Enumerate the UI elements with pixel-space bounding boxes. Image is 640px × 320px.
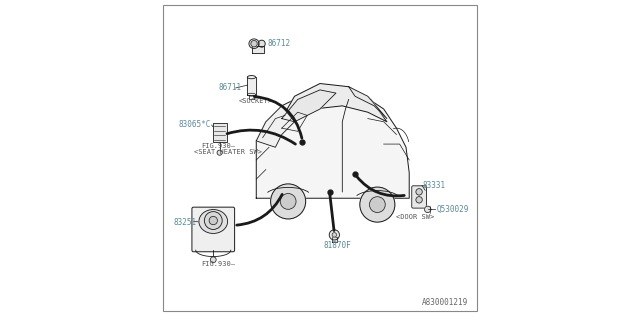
Circle shape <box>280 194 296 209</box>
FancyBboxPatch shape <box>412 186 426 208</box>
Circle shape <box>332 233 337 237</box>
Text: 81870F: 81870F <box>323 241 351 250</box>
Circle shape <box>416 189 422 195</box>
Polygon shape <box>349 87 387 119</box>
Polygon shape <box>282 90 336 122</box>
Text: <SOCKET>: <SOCKET> <box>239 98 273 104</box>
Text: 83065*C: 83065*C <box>179 120 211 130</box>
Circle shape <box>211 257 216 263</box>
Text: FIG.930—: FIG.930— <box>201 260 235 267</box>
Polygon shape <box>282 84 387 122</box>
Text: 83331: 83331 <box>423 181 446 190</box>
Circle shape <box>369 197 385 212</box>
Circle shape <box>416 197 422 203</box>
Circle shape <box>424 206 431 212</box>
Text: FIG.930—: FIG.930— <box>201 143 235 149</box>
Circle shape <box>217 150 222 155</box>
Bar <box>252 46 264 53</box>
Text: 83251: 83251 <box>173 218 196 227</box>
Ellipse shape <box>258 40 265 47</box>
Ellipse shape <box>199 210 228 233</box>
Text: <SEAT HEATER SW>: <SEAT HEATER SW> <box>194 149 262 155</box>
Text: <DOOR SW>: <DOOR SW> <box>396 214 435 220</box>
Bar <box>332 237 337 242</box>
Ellipse shape <box>249 39 259 49</box>
Bar <box>247 77 255 95</box>
Text: A830001219: A830001219 <box>422 298 468 307</box>
Text: 86712: 86712 <box>268 39 291 48</box>
Circle shape <box>204 212 222 229</box>
Text: 86711: 86711 <box>218 84 241 92</box>
Text: Q530029: Q530029 <box>436 205 468 214</box>
Circle shape <box>209 216 218 225</box>
Circle shape <box>271 184 306 219</box>
Circle shape <box>360 187 395 222</box>
Polygon shape <box>256 90 409 198</box>
Ellipse shape <box>247 76 255 79</box>
FancyBboxPatch shape <box>212 123 227 142</box>
FancyBboxPatch shape <box>192 207 235 252</box>
Polygon shape <box>256 106 294 147</box>
Circle shape <box>329 230 339 240</box>
Circle shape <box>251 41 257 47</box>
